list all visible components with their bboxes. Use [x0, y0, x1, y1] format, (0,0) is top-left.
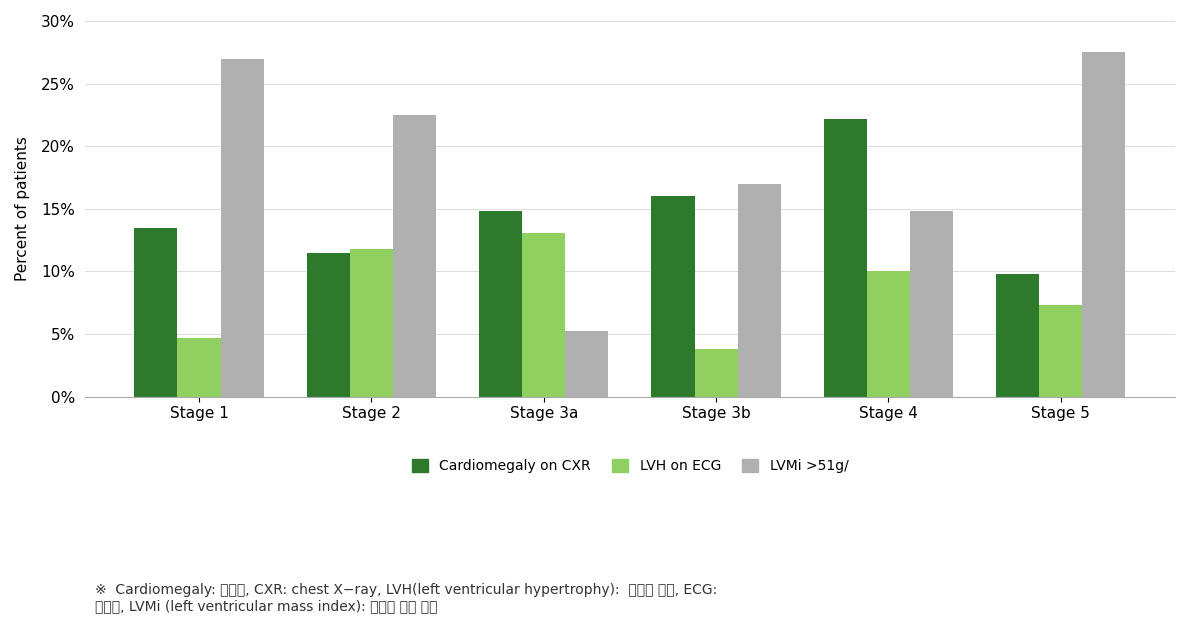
Bar: [695, 349, 738, 397]
Bar: [651, 197, 695, 397]
Bar: [522, 232, 565, 397]
Bar: [823, 118, 866, 397]
Bar: [220, 58, 264, 397]
Bar: [393, 115, 436, 397]
Bar: [738, 184, 781, 397]
Text: ※  Cardiomegaly: 심비대, CXR: chest X−ray, LVH(left ventricular hypertrophy):  좌심실 : ※ Cardiomegaly: 심비대, CXR: chest X−ray, L…: [95, 583, 718, 613]
Bar: [134, 228, 177, 397]
Bar: [307, 252, 350, 397]
Legend: Cardiomegaly on CXR, LVH on ECG, LVMi >51g/: Cardiomegaly on CXR, LVH on ECG, LVMi >5…: [405, 452, 856, 480]
Bar: [1083, 52, 1126, 397]
Bar: [1039, 305, 1083, 397]
Bar: [480, 211, 522, 397]
Bar: [177, 338, 220, 397]
Bar: [350, 249, 393, 397]
Bar: [565, 332, 608, 397]
Y-axis label: Percent of patients: Percent of patients: [15, 136, 30, 281]
Bar: [910, 211, 953, 397]
Bar: [996, 274, 1039, 397]
Bar: [866, 272, 910, 397]
